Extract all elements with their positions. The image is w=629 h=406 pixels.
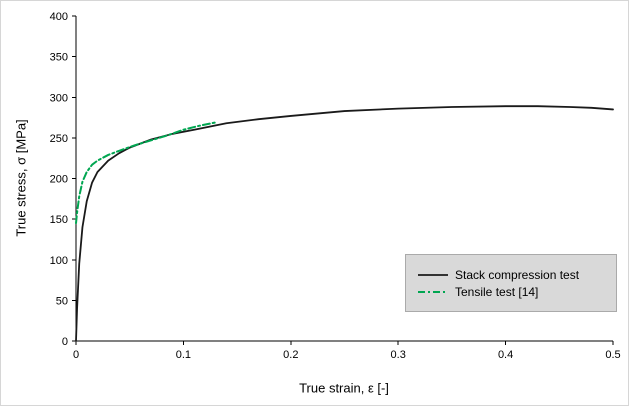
x-axis-title: True strain, ε [-]	[299, 380, 389, 396]
legend: Stack compression test Tensile test [14]	[405, 254, 617, 312]
y-tick-label: 300	[50, 92, 68, 104]
legend-label-tensile-test: Tensile test [14]	[455, 284, 539, 299]
x-tick-label: 0.4	[498, 349, 513, 361]
y-tick-label: 0	[62, 336, 68, 348]
y-tick-label: 350	[50, 52, 68, 64]
legend-label-stack-compression: Stack compression test	[455, 267, 580, 282]
y-tick-label: 250	[50, 133, 68, 145]
legend-line-dashdot	[418, 290, 448, 293]
legend-item-stack-compression: Stack compression test	[417, 269, 616, 281]
series-line-0	[75, 105, 614, 342]
legend-item-tensile-test: Tensile test [14]	[417, 286, 616, 298]
x-tick-label: 0	[73, 349, 79, 361]
legend-line-solid	[418, 273, 448, 276]
y-tick-label: 50	[56, 295, 68, 307]
series-line-1	[75, 121, 217, 225]
y-tick-label: 200	[50, 174, 68, 186]
x-tick-label: 0.5	[605, 349, 620, 361]
y-tick-label: 400	[50, 11, 68, 23]
x-tick-label: 0.1	[176, 349, 191, 361]
y-tick-label: 150	[50, 214, 68, 226]
x-tick-label: 0.2	[283, 349, 298, 361]
x-tick-label: 0.3	[391, 349, 406, 361]
y-tick-label: 100	[50, 255, 68, 267]
y-axis-title: True stress, σ [MPa]	[13, 119, 29, 237]
